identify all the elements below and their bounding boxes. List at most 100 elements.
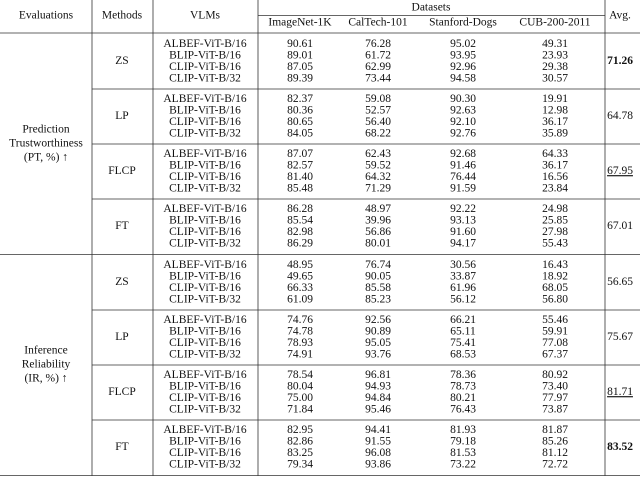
average-value: 71.26 bbox=[607, 55, 633, 67]
cell-value: 82.95 bbox=[287, 424, 313, 436]
vlm-name: CLIP-ViT-B/32 bbox=[169, 403, 241, 415]
cell-value: 90.61 bbox=[287, 38, 313, 50]
cell-value: 71.29 bbox=[365, 182, 391, 194]
cell-value: 23.84 bbox=[542, 182, 568, 194]
vlm-name: ALBEF-ViT-B/16 bbox=[163, 314, 246, 326]
evaluation-label: Inference bbox=[24, 345, 67, 357]
cell-value: 27.98 bbox=[542, 226, 568, 238]
cell-value: 19.91 bbox=[542, 93, 568, 105]
cell-value: 81.53 bbox=[450, 447, 476, 459]
cell-value: 16.56 bbox=[542, 171, 568, 183]
average-value: 83.52 bbox=[607, 441, 633, 453]
cell-value: 16.43 bbox=[542, 259, 568, 271]
evaluation-label: Reliability bbox=[22, 359, 71, 371]
vlm-name: CLIP-ViT-B/16 bbox=[169, 392, 241, 404]
cell-value: 68.22 bbox=[365, 127, 391, 139]
cell-value: 81.87 bbox=[542, 424, 568, 436]
cell-value: 66.33 bbox=[287, 282, 313, 294]
cell-value: 79.18 bbox=[450, 435, 476, 447]
cell-value: 84.05 bbox=[287, 127, 313, 139]
average-value: 67.95 bbox=[607, 165, 633, 177]
cell-value: 25.85 bbox=[542, 214, 568, 226]
cell-value: 59.08 bbox=[365, 93, 391, 105]
method-label: ZS bbox=[115, 276, 128, 288]
dataset-name: CalTech-101 bbox=[348, 17, 407, 29]
cell-value: 36.17 bbox=[542, 159, 568, 171]
cell-value: 72.72 bbox=[542, 458, 568, 470]
vlm-name: BLIP-ViT-B/16 bbox=[169, 380, 241, 392]
cell-value: 61.96 bbox=[450, 282, 476, 294]
vlm-name: CLIP-ViT-B/16 bbox=[169, 447, 241, 459]
header-cell: Avg. bbox=[609, 10, 631, 22]
cell-value: 36.17 bbox=[542, 116, 568, 128]
vlm-name: CLIP-ViT-B/16 bbox=[169, 61, 241, 73]
cell-value: 96.08 bbox=[365, 447, 391, 459]
vlm-name: ALBEF-ViT-B/16 bbox=[163, 203, 246, 215]
cell-value: 85.48 bbox=[287, 182, 313, 194]
vlm-name: CLIP-ViT-B/32 bbox=[169, 127, 241, 139]
cell-value: 62.99 bbox=[365, 61, 391, 73]
cell-value: 96.81 bbox=[365, 369, 391, 381]
average-value: 56.65 bbox=[607, 276, 633, 288]
cell-value: 95.05 bbox=[365, 337, 391, 349]
cell-value: 94.84 bbox=[365, 392, 391, 404]
cell-value: 67.37 bbox=[542, 348, 568, 360]
cell-value: 55.43 bbox=[542, 237, 568, 249]
cell-value: 39.96 bbox=[365, 214, 391, 226]
cell-value: 68.53 bbox=[450, 348, 476, 360]
dataset-name: CUB-200-2011 bbox=[519, 17, 590, 29]
cell-value: 68.05 bbox=[542, 282, 568, 294]
cell-value: 48.95 bbox=[287, 259, 313, 271]
vlm-name: ALBEF-ViT-B/16 bbox=[163, 369, 246, 381]
cell-value: 74.91 bbox=[287, 348, 313, 360]
cell-value: 85.26 bbox=[542, 435, 568, 447]
cell-value: 79.34 bbox=[287, 458, 313, 470]
evaluation-label: Prediction bbox=[22, 124, 70, 136]
vlm-name: CLIP-ViT-B/32 bbox=[169, 458, 241, 470]
cell-value: 49.31 bbox=[542, 38, 568, 50]
cell-value: 66.21 bbox=[450, 314, 476, 326]
vlm-name: CLIP-ViT-B/16 bbox=[169, 337, 241, 349]
cell-value: 90.30 bbox=[450, 93, 476, 105]
vlm-name: CLIP-ViT-B/32 bbox=[169, 293, 241, 305]
vlm-name: CLIP-ViT-B/16 bbox=[169, 282, 241, 294]
cell-value: 74.78 bbox=[287, 325, 313, 337]
cell-value: 80.21 bbox=[450, 392, 476, 404]
cell-value: 93.95 bbox=[450, 49, 476, 61]
vlm-name: BLIP-ViT-B/16 bbox=[169, 159, 241, 171]
cell-value: 64.33 bbox=[542, 148, 568, 160]
cell-value: 73.22 bbox=[450, 458, 476, 470]
cell-value: 73.87 bbox=[542, 403, 568, 415]
cell-value: 81.12 bbox=[542, 447, 568, 459]
cell-value: 30.56 bbox=[450, 259, 476, 271]
vlm-name: ALBEF-ViT-B/16 bbox=[163, 424, 246, 436]
vlm-name: CLIP-ViT-B/32 bbox=[169, 348, 241, 360]
cell-value: 80.92 bbox=[542, 369, 568, 381]
header-cell: VLMs bbox=[190, 10, 221, 22]
cell-value: 80.01 bbox=[365, 237, 391, 249]
header-cell: Datasets bbox=[412, 2, 451, 14]
cell-value: 90.89 bbox=[365, 325, 391, 337]
cell-value: 49.65 bbox=[287, 270, 313, 282]
cell-value: 87.07 bbox=[287, 148, 313, 160]
cell-value: 18.92 bbox=[542, 270, 568, 282]
cell-value: 89.01 bbox=[287, 49, 313, 61]
vlm-name: CLIP-ViT-B/32 bbox=[169, 237, 241, 249]
vlm-name: BLIP-ViT-B/16 bbox=[169, 435, 241, 447]
vlm-name: ALBEF-ViT-B/16 bbox=[163, 38, 246, 50]
cell-value: 95.02 bbox=[450, 38, 476, 50]
cell-value: 76.74 bbox=[365, 259, 391, 271]
dataset-name: Stanford-Dogs bbox=[429, 17, 497, 29]
cell-value: 62.43 bbox=[365, 148, 391, 160]
cell-value: 92.56 bbox=[365, 314, 391, 326]
method-label: FLCP bbox=[108, 165, 136, 177]
cell-value: 56.80 bbox=[542, 293, 568, 305]
cell-value: 78.73 bbox=[450, 380, 476, 392]
cell-value: 12.98 bbox=[542, 104, 568, 116]
cell-value: 56.86 bbox=[365, 226, 391, 238]
cell-value: 75.41 bbox=[450, 337, 476, 349]
cell-value: 23.93 bbox=[542, 49, 568, 61]
cell-value: 93.13 bbox=[450, 214, 476, 226]
cell-value: 77.08 bbox=[542, 337, 568, 349]
